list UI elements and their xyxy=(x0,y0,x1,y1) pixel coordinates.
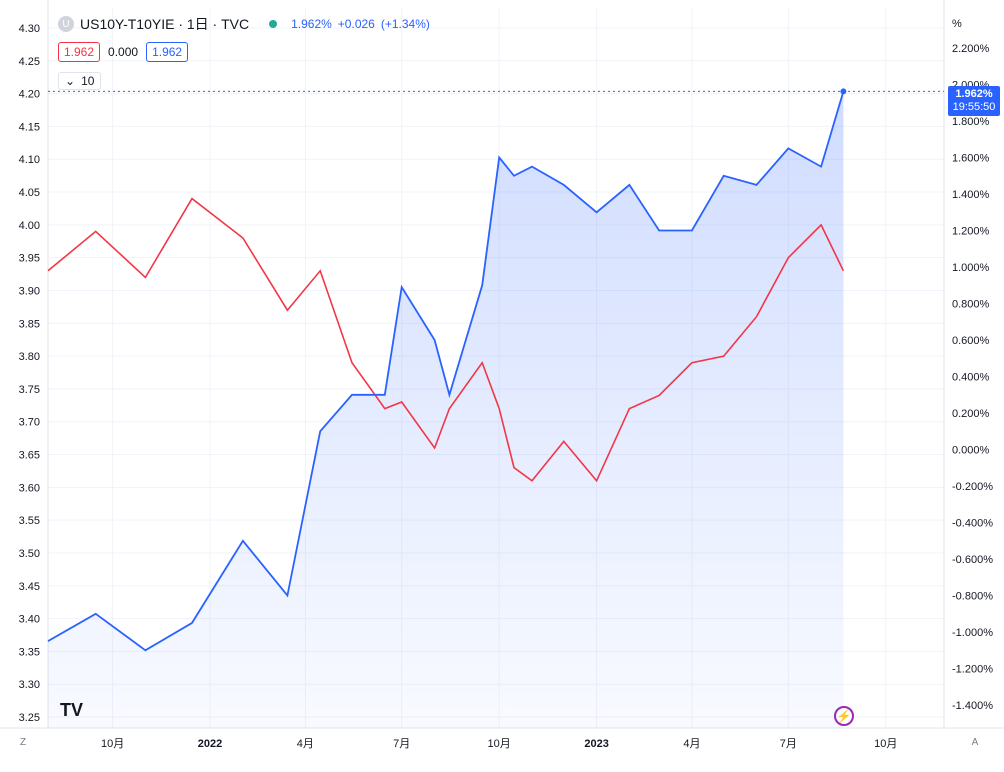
x-tick-label: 10月 xyxy=(101,738,124,750)
left-tick-label: 4.20 xyxy=(19,89,40,101)
left-tick-label: 3.40 xyxy=(19,614,40,626)
symbol-title[interactable]: US10Y-T10YIE · 1日 · TVC xyxy=(80,16,250,32)
last-value: 1.962% xyxy=(291,17,332,31)
right-tick-label: 0.400% xyxy=(952,372,990,384)
left-tick-label: 3.85 xyxy=(19,318,40,330)
symbol-icon: U xyxy=(58,16,74,32)
right-tick-label: 1.200% xyxy=(952,226,990,238)
left-tick-label: 4.30 xyxy=(19,23,40,35)
x-tick-label: 2022 xyxy=(198,738,222,750)
series-line-red xyxy=(47,197,845,483)
left-tick-label: 3.25 xyxy=(19,712,40,724)
right-axis-unit: % xyxy=(952,18,962,30)
auto-scale-button[interactable]: A xyxy=(971,736,979,748)
right-tick-label: 0.200% xyxy=(952,408,990,420)
left-tick-label: 3.30 xyxy=(19,679,40,691)
right-tick-label: -0.800% xyxy=(952,591,993,603)
left-tick-label: 4.10 xyxy=(19,154,40,166)
right-tick-label: 2.200% xyxy=(952,43,990,55)
collapse-count: 10 xyxy=(81,74,95,88)
right-tick-label: 1.000% xyxy=(952,262,990,274)
last-price-tag: 1.962% 19:55:50 xyxy=(948,86,1000,116)
right-tick-label: 1.800% xyxy=(952,116,990,128)
right-tick-label: -0.200% xyxy=(952,481,993,493)
right-tick-label: 1.400% xyxy=(952,189,990,201)
left-tick-label: 3.65 xyxy=(19,450,40,462)
right-tick-label: -0.600% xyxy=(952,554,993,566)
price-tag-value: 1.962% xyxy=(955,88,993,100)
value-mid: 0.000 xyxy=(108,45,139,59)
zoom-button[interactable]: Z xyxy=(19,736,27,748)
right-tick-label: 0.800% xyxy=(952,299,990,311)
tradingview-logo[interactable]: TV xyxy=(60,700,84,720)
chevron-down-icon: ⌄ xyxy=(65,74,76,88)
left-tick-label: 3.50 xyxy=(19,548,40,560)
x-tick-label: 4月 xyxy=(683,738,700,750)
chart-header: U US10Y-T10YIE · 1日 · TVC 1.962% +0.026 … xyxy=(58,14,430,34)
left-tick-label: 3.55 xyxy=(19,515,40,527)
market-status-icon xyxy=(269,20,278,28)
left-tick-label: 3.35 xyxy=(19,646,40,658)
price-tag-time: 19:55:50 xyxy=(952,101,996,113)
value-box-blue: 1.962 xyxy=(146,42,189,62)
right-tick-label: -1.000% xyxy=(952,627,993,639)
lightning-icon[interactable]: ⚡ xyxy=(834,706,854,726)
left-tick-label: 4.15 xyxy=(19,121,40,133)
left-tick-label: 4.00 xyxy=(19,220,40,232)
left-tick-label: 3.60 xyxy=(19,482,40,494)
left-tick-label: 3.45 xyxy=(19,581,40,593)
x-tick-label: 4月 xyxy=(297,738,314,750)
x-tick-label: 10月 xyxy=(488,738,511,750)
left-tick-label: 3.95 xyxy=(19,253,40,265)
change-pct-value: (+1.34%) xyxy=(380,17,430,31)
value-box-red: 1.962 xyxy=(58,42,101,62)
left-tick-label: 4.25 xyxy=(19,56,40,68)
x-tick-label: 7月 xyxy=(780,738,797,750)
x-tick-label: 7月 xyxy=(393,738,410,750)
left-tick-label: 4.05 xyxy=(19,187,40,199)
indicator-collapse-button[interactable]: ⌄ 10 xyxy=(58,72,102,90)
header-values: 1.962% +0.026 (+1.34%) xyxy=(291,17,430,31)
right-tick-label: -0.400% xyxy=(952,518,993,530)
last-point-marker xyxy=(840,88,847,95)
x-tick-label: 10月 xyxy=(874,738,897,750)
right-tick-label: 0.000% xyxy=(952,445,990,457)
series-line-blue xyxy=(47,91,845,652)
left-tick-label: 3.90 xyxy=(19,285,40,297)
right-tick-label: -1.200% xyxy=(952,664,993,676)
right-tick-label: 0.600% xyxy=(952,335,990,347)
ohlc-boxes: 1.962 0.000 1.962 xyxy=(58,42,189,62)
change-value: +0.026 xyxy=(337,17,375,31)
left-tick-label: 3.80 xyxy=(19,351,40,363)
right-tick-label: 1.600% xyxy=(952,153,990,165)
right-tick-label: -1.400% xyxy=(952,700,993,712)
x-tick-label: 2023 xyxy=(584,738,608,750)
left-tick-label: 3.70 xyxy=(19,417,40,429)
left-tick-label: 3.75 xyxy=(19,384,40,396)
area-fill-blue xyxy=(48,91,844,728)
